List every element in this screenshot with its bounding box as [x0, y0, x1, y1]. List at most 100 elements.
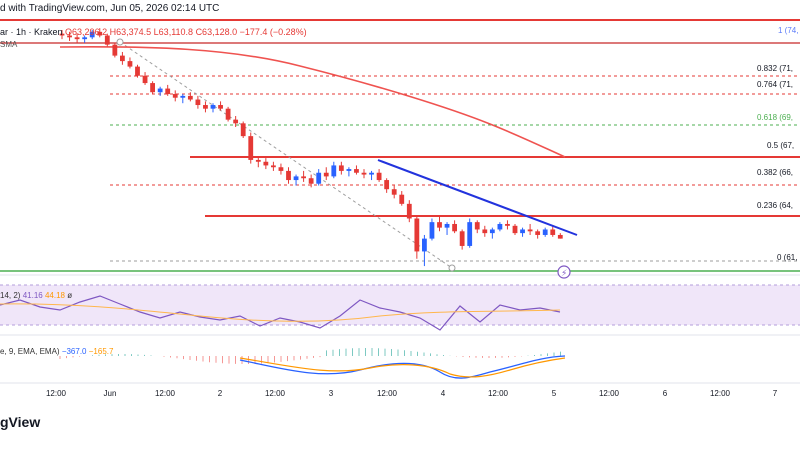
candle-body	[429, 222, 435, 239]
candle-body	[172, 94, 178, 98]
candle-body	[89, 31, 95, 38]
sma-line	[59, 45, 566, 158]
candle-body	[354, 169, 359, 173]
candle-body	[361, 172, 367, 175]
candle-body	[376, 172, 382, 181]
symbol-label[interactable]: ar · 1h · Kraken	[0, 27, 63, 37]
open-value: O63,296.2	[65, 27, 108, 37]
candle-body	[550, 229, 556, 235]
fib-label: 0.5 (67,	[767, 141, 794, 150]
close-value: C63,128.0	[195, 27, 238, 37]
candle-body	[384, 180, 390, 190]
fib-label: 0 (61,	[777, 253, 797, 262]
candle-body	[497, 223, 503, 230]
ohlc-legend: ar · 1h · Kraken O63,296.2 H63,374.5 L63…	[0, 27, 307, 37]
x-axis-tick: 6	[663, 389, 668, 398]
candle-body	[233, 119, 239, 124]
candle-body	[474, 222, 480, 230]
macd-legend[interactable]: e, 9, EMA, EMA) −367.0 −165.7	[0, 347, 113, 356]
candle-body	[187, 95, 193, 100]
candle-body	[218, 105, 223, 109]
candle-body	[422, 238, 427, 252]
x-axis-tick: 2	[218, 389, 223, 398]
candle-body	[406, 203, 412, 219]
candle-body	[444, 223, 450, 228]
x-axis-tick: 12:00	[155, 389, 176, 398]
candle-body	[437, 222, 442, 228]
candle-body	[263, 161, 269, 166]
rsi-ma-line	[0, 303, 561, 322]
candle-body	[557, 234, 563, 239]
candle-body	[127, 61, 133, 67]
candle-body	[331, 165, 337, 177]
candle-body	[286, 170, 291, 181]
x-axis-tick: 7	[773, 389, 778, 398]
fib-anchor-handle	[448, 264, 456, 272]
candle-body	[489, 229, 495, 234]
header-credit: d with TradingView.com, Jun 05, 2026 02:…	[0, 3, 220, 14]
candle-body	[203, 105, 208, 109]
candle-body	[391, 189, 397, 195]
sma-legend[interactable]: SMA	[0, 40, 17, 49]
fib-label: 0.382 (66,	[757, 168, 793, 177]
x-axis-tick: 3	[329, 389, 334, 398]
macd-line	[239, 355, 566, 379]
change-value: −177.4 (−0.28%)	[239, 27, 307, 37]
low-value: L63,110.8	[153, 27, 194, 37]
x-axis-tick: Jun	[104, 389, 117, 398]
x-axis-tick: 12:00	[488, 389, 509, 398]
candle-body	[195, 99, 201, 106]
macd-signal-line	[239, 357, 566, 378]
rsi-label: 14, 2)	[0, 291, 21, 300]
candle-body	[527, 229, 533, 232]
candle-body	[248, 136, 254, 160]
candle-body	[142, 75, 148, 84]
fib-label: 1 (74,	[778, 26, 798, 35]
candle-body	[323, 172, 329, 177]
candle-body	[459, 231, 465, 246]
replay-icon	[557, 265, 571, 279]
candle-body	[150, 83, 155, 93]
fib-label: 0.236 (64,	[757, 201, 793, 210]
candle-body	[97, 31, 103, 36]
candle-body	[255, 159, 261, 162]
candle-body	[59, 33, 65, 36]
candle-body	[278, 167, 284, 171]
candle-body	[301, 176, 306, 179]
x-axis-tick: 12:00	[599, 389, 620, 398]
fib-label: 0.832 (71,	[757, 64, 793, 73]
candle-body	[520, 229, 525, 234]
candle-body	[271, 165, 276, 168]
rsi-extra: ø	[67, 291, 73, 300]
x-axis-tick: 12:00	[265, 389, 286, 398]
macd-label: e, 9, EMA, EMA)	[0, 347, 60, 356]
x-axis-tick: 12:00	[46, 389, 67, 398]
candle-body	[112, 44, 118, 56]
candle-body	[369, 172, 374, 175]
rsi-legend[interactable]: 14, 2) 41.16 44.18 ø	[0, 291, 72, 300]
sma-label: SMA	[0, 40, 18, 49]
candle-body	[535, 231, 541, 235]
x-axis-tick: 12:00	[377, 389, 398, 398]
lightning-icon: ⚡	[561, 269, 567, 279]
candle-body	[308, 178, 314, 184]
macd-value: −367.0	[61, 347, 87, 356]
candle-body	[82, 37, 88, 40]
fib-label: 0.764 (71,	[757, 80, 793, 89]
candle-body	[225, 108, 231, 120]
candle-body	[240, 123, 246, 137]
candle-body	[482, 229, 488, 234]
candle-body	[346, 169, 352, 171]
candle-body	[104, 35, 110, 45]
macd-signal-value: −165.7	[88, 347, 114, 356]
candle-body	[67, 35, 72, 38]
fib-label: 0.618 (69,	[757, 113, 793, 122]
candle-body	[467, 222, 473, 246]
rsi-ma-value: 44.18	[44, 291, 65, 300]
fib-anchor-handle	[116, 38, 124, 46]
tradingview-logo[interactable]: gView	[0, 414, 41, 430]
candle-body	[180, 95, 186, 98]
candle-body	[316, 172, 322, 184]
